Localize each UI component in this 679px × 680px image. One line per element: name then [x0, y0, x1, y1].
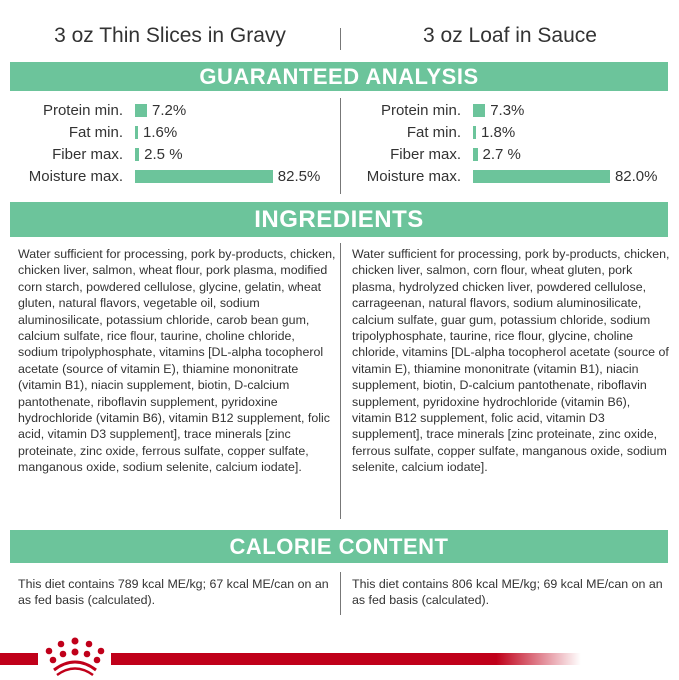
nutrient-bar	[473, 125, 476, 139]
nutrient-label: Fat min.	[68, 123, 123, 141]
nutrient-label: Fiber max.	[52, 145, 123, 163]
divider	[340, 28, 341, 50]
ingredients-banner: INGREDIENTS	[10, 202, 668, 237]
nutrient-label: Protein min.	[380, 101, 461, 119]
brand-stripe	[0, 653, 38, 665]
ingredients-right: Water sufficient for processing, pork by…	[352, 247, 670, 475]
analysis-row: Fiber max. 2.5 %	[10, 143, 320, 165]
nutrient-label: Protein min.	[42, 101, 123, 119]
analysis-row: Fat min. 1.6%	[10, 121, 320, 143]
divider	[340, 572, 341, 615]
brand-stripe	[111, 653, 581, 665]
nutrient-bar	[135, 169, 273, 183]
nutrient-bar	[473, 103, 486, 117]
nutrient-value: 2.7 %	[482, 145, 521, 163]
analysis-row: Fiber max. 2.7 %	[348, 143, 657, 165]
nutrient-value: 82.5%	[277, 167, 321, 185]
nutrient-bar	[135, 147, 140, 161]
nutrient-value: 7.3%	[490, 101, 525, 119]
analysis-right: Protein min. 7.3% Fat min. 1.8% Fiber max. 2.…	[348, 99, 658, 187]
nutrient-bar	[135, 103, 148, 117]
analysis-left: Protein min. 7.2% Fat min. 1.6% Fiber max. 2.…	[10, 99, 321, 187]
analysis-row: Moisture max. 82.0%	[348, 165, 658, 187]
product-title-left: 3 oz Thin Slices in Gravy	[54, 24, 286, 47]
nutrient-value: 82.0%	[614, 167, 658, 185]
nutrient-label: Moisture max.	[28, 167, 123, 185]
calorie-right: This diet contains 806 kcal ME/kg; 69 kc…	[352, 577, 663, 608]
nutrient-label: Moisture max.	[366, 167, 461, 185]
nutrient-value: 1.8%	[481, 123, 516, 141]
nutrient-label: Fat min.	[406, 123, 461, 141]
ingredients-left: Water sufficient for processing, pork by…	[18, 247, 336, 475]
nutrient-label: Fiber max.	[390, 145, 461, 163]
nutrient-bar	[473, 147, 478, 161]
divider	[340, 98, 341, 194]
analysis-row: Fat min. 1.8%	[348, 121, 657, 143]
royal-canin-crown-logo	[45, 637, 105, 677]
analysis-row: Protein min. 7.3%	[348, 99, 657, 121]
nutrient-value: 1.6%	[143, 123, 178, 141]
analysis-row: Moisture max. 82.5%	[10, 165, 321, 187]
calorie-banner: CALORIE CONTENT	[10, 530, 668, 563]
nutrient-bar	[135, 125, 138, 139]
analysis-row: Protein min. 7.2%	[10, 99, 320, 121]
nutrient-value: 2.5 %	[144, 145, 183, 163]
product-title-right: 3 oz Loaf in Sauce	[423, 24, 597, 47]
divider	[340, 243, 341, 519]
nutrient-value: 7.2%	[152, 101, 187, 119]
nutrient-bar	[473, 169, 610, 183]
analysis-banner: GUARANTEED ANALYSIS	[10, 62, 668, 91]
calorie-left: This diet contains 789 kcal ME/kg; 67 kc…	[18, 577, 329, 608]
